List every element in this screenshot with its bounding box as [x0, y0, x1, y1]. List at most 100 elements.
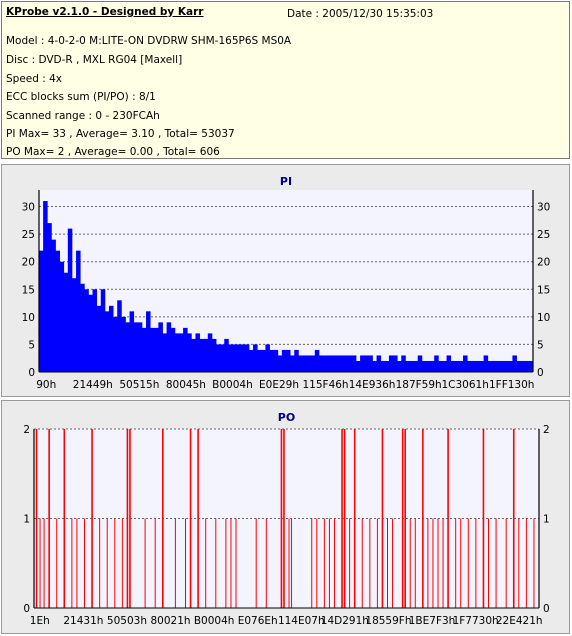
pi-bar	[516, 360, 522, 372]
pi-bar	[442, 360, 447, 372]
pi-bar	[269, 349, 275, 372]
pi-bar	[339, 355, 345, 372]
pi-bar	[232, 344, 237, 372]
pi-bar	[393, 355, 398, 372]
x-tick-label: 22E421h	[496, 615, 543, 627]
pi-bar	[216, 344, 221, 372]
pi-bar	[327, 355, 332, 372]
pi-bar	[211, 338, 217, 372]
pi-bar	[220, 344, 225, 372]
info-speed: Speed : 4x	[6, 73, 63, 85]
pi-bar	[417, 355, 423, 372]
pi-bar	[487, 360, 493, 372]
pi-bar	[166, 322, 172, 372]
pi-bar	[137, 322, 143, 372]
pi-bar	[117, 300, 122, 372]
app-title: KProbe v2.1.0 - Designed by Karr	[6, 6, 204, 18]
y-tick-label-left: 20	[22, 257, 35, 269]
pi-bar	[80, 283, 85, 372]
pi-bar	[372, 360, 377, 372]
pi-bar	[335, 355, 340, 372]
pi-bar	[76, 250, 81, 372]
y-tick-label-left: 0	[23, 603, 30, 615]
pi-bar	[343, 355, 349, 372]
y-tick-label-right: 0	[537, 367, 544, 379]
pi-bar	[434, 355, 439, 372]
pi-bar	[150, 327, 155, 372]
pi-bar	[277, 355, 283, 372]
pi-bar	[491, 360, 497, 372]
y-tick-label-right: 10	[537, 312, 550, 324]
pi-bar	[96, 305, 102, 372]
pi-bar	[162, 333, 168, 372]
pi-bar	[92, 289, 98, 372]
pi-bar	[360, 355, 365, 372]
pi-bar	[351, 355, 357, 372]
y-tick-label-right: 30	[537, 202, 550, 214]
x-tick-label: 187F59h	[396, 379, 442, 391]
pi-bar	[63, 272, 69, 372]
pi-bar	[471, 360, 476, 372]
pi-bar	[281, 349, 287, 372]
x-tick-label: 21431h	[63, 615, 103, 627]
pi-bar	[183, 327, 188, 372]
pi-bar	[207, 333, 213, 372]
pi-bar	[512, 355, 517, 372]
pi-bar	[331, 355, 336, 372]
x-tick-label: E0E29h	[259, 379, 299, 391]
x-tick-label: 90h	[36, 379, 56, 391]
pi-bar	[129, 311, 135, 372]
pi-bar	[458, 360, 464, 372]
pi-bar	[67, 228, 73, 372]
y-tick-label-left: 2	[23, 424, 30, 436]
pi-bar	[84, 289, 89, 372]
pi-bar	[446, 355, 452, 372]
pi-bar	[495, 360, 501, 372]
y-tick-label-left: 1	[23, 514, 30, 526]
pi-bar	[228, 344, 233, 372]
pi-bar	[51, 239, 56, 372]
pi-bar	[195, 333, 200, 372]
y-tick-label-right: 1	[543, 514, 550, 526]
x-tick-label: 18559Fh	[365, 615, 411, 627]
y-tick-label-left: 15	[22, 284, 35, 296]
y-tick-label-left: 10	[22, 312, 35, 324]
y-tick-label-right: 5	[537, 339, 544, 351]
pi-bar	[314, 349, 320, 372]
pi-bar	[261, 349, 266, 372]
pi-bar	[100, 289, 106, 372]
pi-bar	[421, 360, 427, 372]
pi-bar	[290, 355, 295, 372]
chart-title: PI	[280, 175, 292, 188]
pi-bar	[265, 344, 270, 372]
po-chart: PO 0 0 1 1 2 2 1Eh 21431h 50503h 80021h B0004h E076E…	[23, 411, 550, 627]
pi-bar	[310, 355, 316, 372]
pi-bar	[479, 360, 484, 372]
pi-bar	[158, 322, 163, 372]
pi-bar	[524, 360, 530, 372]
x-tick-label: 50515h	[119, 379, 159, 391]
x-tick-label: E076Eh	[238, 615, 278, 627]
x-tick-label: 114E07h	[278, 615, 325, 627]
pi-bar	[248, 349, 254, 372]
pi-bar	[483, 355, 489, 372]
pi-bar	[368, 355, 373, 372]
pi-bar	[318, 355, 324, 372]
pi-bar	[104, 311, 110, 372]
pi-bar	[257, 349, 262, 372]
chart-title: PO	[278, 411, 295, 424]
scan-date: Date : 2005/12/30 15:35:03	[287, 8, 434, 20]
pi-bar	[121, 316, 126, 372]
x-tick-label: 80021h	[151, 615, 191, 627]
pi-bar	[302, 355, 307, 372]
pi-bar	[108, 305, 114, 372]
x-tick-label: 115F46h	[302, 379, 348, 391]
pi-bar	[454, 360, 460, 372]
pi-bar	[141, 327, 147, 372]
pi-bar	[187, 333, 192, 372]
x-tick-label: 1C3061h	[441, 379, 488, 391]
pi-bar	[413, 360, 419, 372]
pi-bar	[528, 360, 534, 372]
pi-bar	[133, 322, 139, 372]
pi-bar	[520, 360, 526, 372]
